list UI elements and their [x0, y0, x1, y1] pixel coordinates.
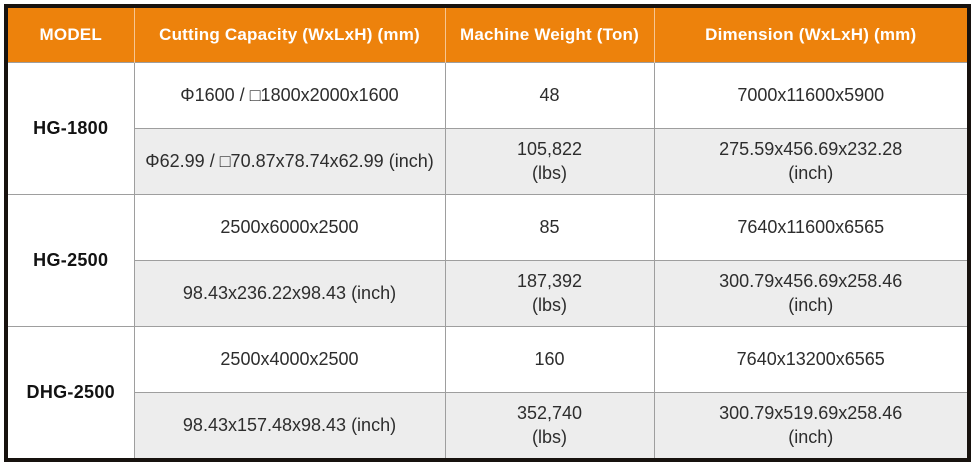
machine-weight-ton-cell: 48 — [444, 62, 655, 129]
machine-weight-lbs-cell: 105,822 (lbs) — [444, 128, 655, 195]
table-row: 98.43x157.48x98.43 (inch) 352,740 (lbs) … — [6, 392, 970, 461]
weight-value: 187,392 — [516, 271, 583, 292]
dimension-mm-cell: 7640x11600x6565 — [653, 194, 970, 261]
dimension-mm-cell: 7640x13200x6565 — [653, 326, 970, 393]
machine-weight-lbs-cell: 187,392 (lbs) — [444, 260, 655, 327]
table-row: Φ62.99 / □70.87x78.74x62.99 (inch) 105,8… — [6, 128, 970, 195]
dimension-unit: (inch) — [788, 294, 834, 315]
dimension-value: 300.79x519.69x258.46 — [719, 403, 903, 424]
model-cell: DHG-2500 — [5, 326, 135, 461]
cutting-capacity-mm-cell: 2500x4000x2500 — [133, 326, 446, 393]
table-row: 98.43x236.22x98.43 (inch) 187,392 (lbs) … — [6, 260, 970, 327]
table-row: HG-2500 2500x6000x2500 85 7640x11600x656… — [5, 194, 970, 327]
dimension-inch-cell: 300.79x456.69x258.46 (inch) — [653, 260, 970, 327]
weight-value: 352,740 — [516, 403, 583, 424]
weight-value: 105,822 — [516, 139, 583, 160]
dimension-mm-cell: 7000x11600x5900 — [653, 62, 970, 129]
model-cell: HG-1800 — [5, 62, 135, 195]
table-row: DHG-2500 2500x4000x2500 160 7640x13200x6… — [5, 326, 970, 461]
dimension-inch-cell: 275.59x456.69x232.28 (inch) — [653, 128, 970, 195]
dimension-unit: (inch) — [788, 162, 834, 183]
machine-weight-ton-cell: 160 — [444, 326, 655, 393]
dimension-value: 300.79x456.69x258.46 — [719, 271, 903, 292]
column-header-dimension: Dimension (WxLxH) (mm) — [653, 6, 969, 63]
model-cell: HG-2500 — [5, 194, 135, 327]
dimension-unit: (inch) — [788, 426, 834, 447]
weight-unit: (lbs) — [532, 426, 567, 447]
machine-weight-lbs-cell: 352,740 (lbs) — [444, 392, 655, 461]
weight-unit: (lbs) — [532, 294, 567, 315]
dimension-inch-cell: 300.79x519.69x258.46 (inch) — [653, 392, 970, 461]
dimension-value: 275.59x456.69x232.28 — [719, 139, 903, 160]
header-row: MODEL Cutting Capacity (WxLxH) (mm) Mach… — [6, 6, 969, 63]
machine-weight-ton-cell: 85 — [444, 194, 655, 261]
cutting-capacity-mm-cell: 2500x6000x2500 — [133, 194, 446, 261]
column-header-model: MODEL — [6, 6, 134, 63]
cutting-capacity-inch-cell: 98.43x157.48x98.43 (inch) — [133, 392, 446, 461]
cutting-capacity-mm-cell: Φ1600 / □1800x2000x1600 — [133, 62, 446, 129]
column-header-cutting-capacity: Cutting Capacity (WxLxH) (mm) — [133, 6, 445, 63]
column-header-machine-weight: Machine Weight (Ton) — [444, 6, 654, 63]
table-row: HG-1800 Φ1600 / □1800x2000x1600 48 7000x… — [5, 62, 970, 195]
weight-unit: (lbs) — [532, 162, 567, 183]
machine-spec-table: MODEL Cutting Capacity (WxLxH) (mm) Mach… — [4, 4, 971, 462]
cutting-capacity-inch-cell: Φ62.99 / □70.87x78.74x62.99 (inch) — [133, 128, 446, 195]
cutting-capacity-inch-cell: 98.43x236.22x98.43 (inch) — [133, 260, 446, 327]
